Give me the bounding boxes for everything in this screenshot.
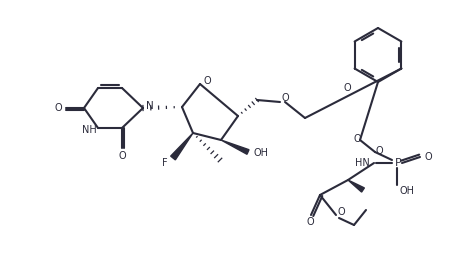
Text: O: O [375, 146, 383, 156]
Text: NH: NH [82, 125, 96, 135]
Text: O: O [306, 217, 314, 227]
Text: O: O [54, 103, 62, 113]
Text: F: F [162, 158, 168, 168]
Text: O: O [343, 83, 351, 93]
Text: N: N [146, 101, 154, 111]
Polygon shape [348, 180, 364, 192]
Polygon shape [171, 133, 193, 160]
Text: OH: OH [253, 148, 269, 158]
Text: O: O [424, 152, 432, 162]
Text: O: O [353, 134, 361, 144]
Text: HN: HN [355, 158, 369, 168]
Text: O: O [118, 151, 126, 161]
Polygon shape [221, 140, 249, 154]
Text: P: P [395, 158, 401, 168]
Text: O: O [281, 93, 289, 103]
Text: OH: OH [399, 186, 414, 196]
Text: O: O [337, 207, 345, 217]
Text: O: O [203, 76, 211, 86]
